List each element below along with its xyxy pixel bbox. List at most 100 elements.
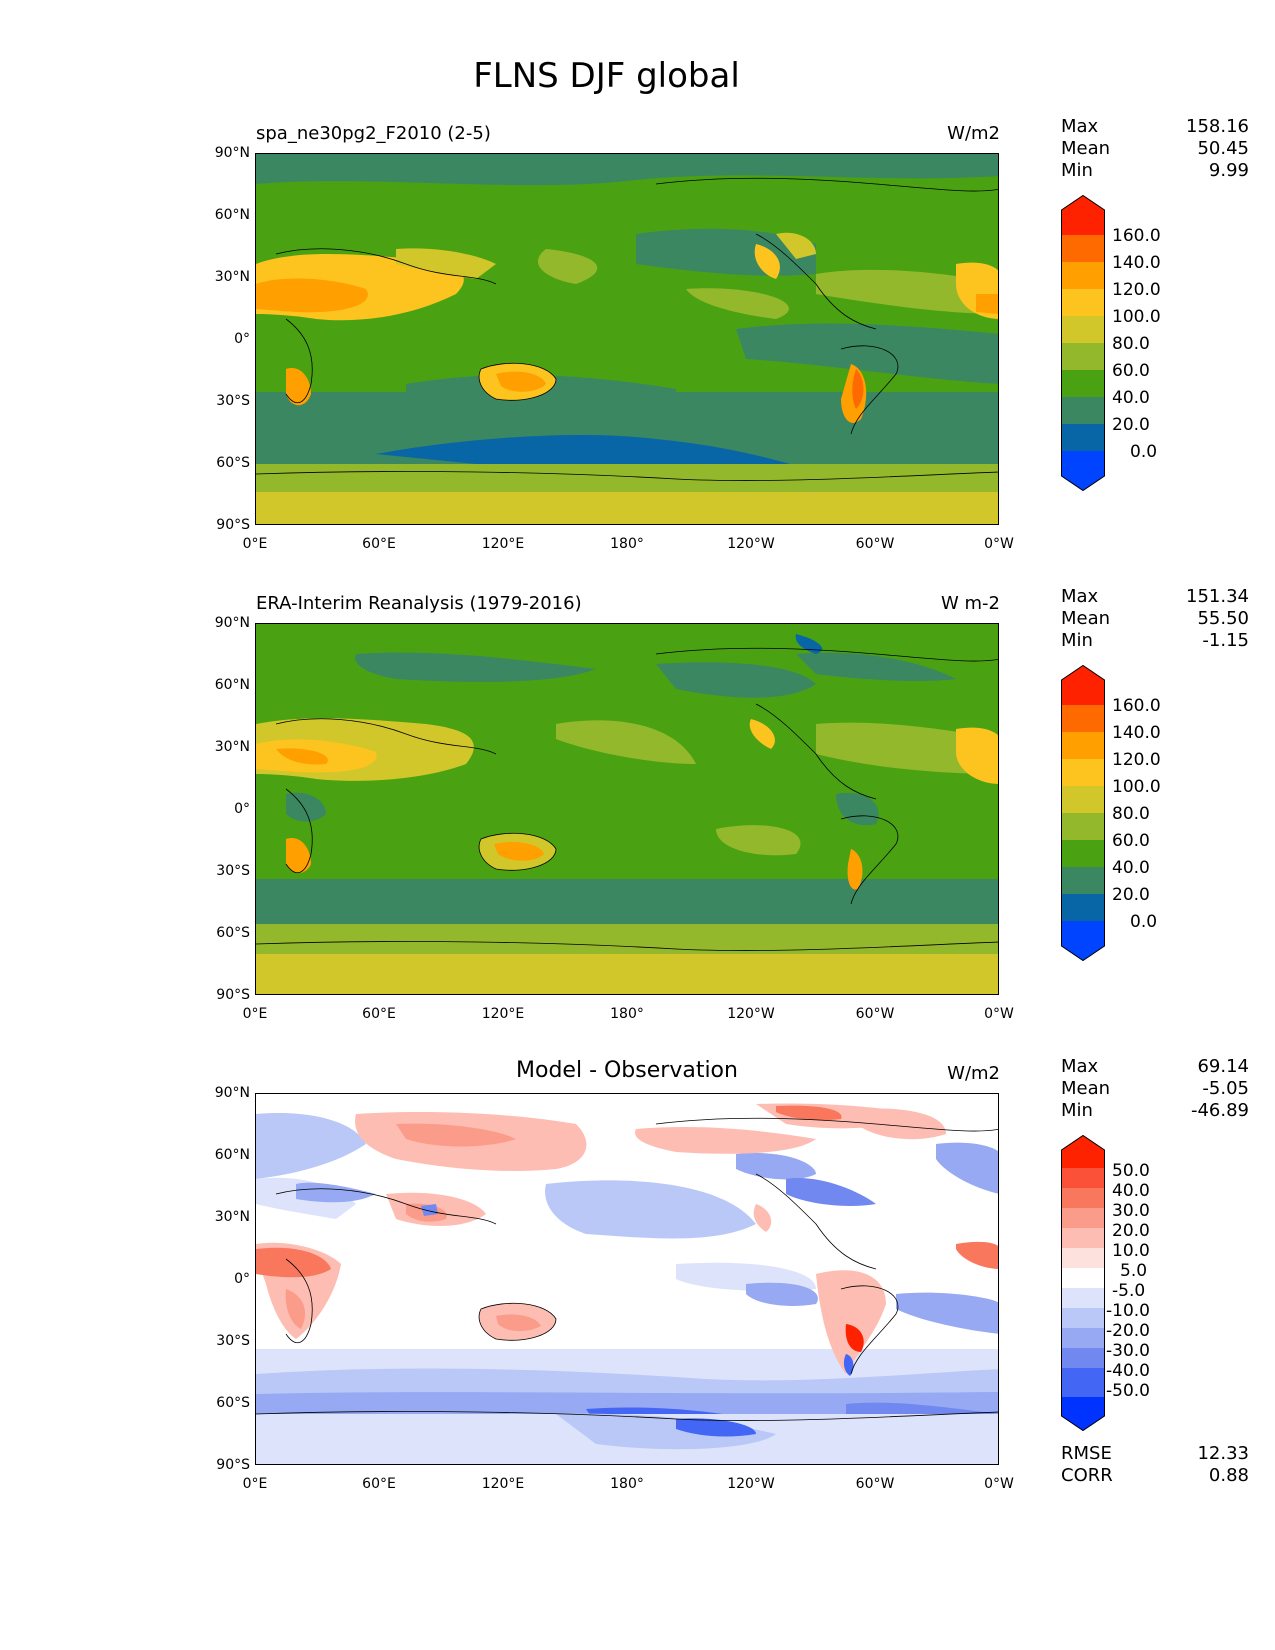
lon-tick: 60°W: [855, 1476, 895, 1492]
panel-2-map: [255, 623, 999, 995]
colorbar-label: 50.0: [1112, 1161, 1150, 1181]
panel-3-map: [255, 1093, 999, 1465]
colorbar-label: 160.0: [1112, 696, 1161, 716]
panel-2-units: W m-2: [940, 593, 1000, 614]
stat-value: 55.50: [1197, 608, 1249, 629]
lat-tick: 90°S: [216, 987, 250, 1003]
panel-3-units: W/m2: [947, 1063, 1000, 1084]
lat-tick: 60°N: [214, 1147, 250, 1163]
colorbar-label: 140.0: [1112, 253, 1161, 273]
colorbar-label: 40.0: [1112, 388, 1150, 408]
panel-2-colorbar: [1061, 664, 1105, 962]
panel-2-title: ERA-Interim Reanalysis (1979-2016): [256, 593, 582, 614]
panel-1-units: W/m2: [947, 123, 1000, 144]
stat-value: 12.33: [1197, 1443, 1249, 1464]
lat-tick: 90°N: [214, 145, 250, 161]
colorbar-label: 40.0: [1112, 1181, 1150, 1201]
lon-tick: 120°E: [481, 1006, 525, 1022]
lon-tick: 120°W: [727, 536, 775, 552]
lon-tick: 60°W: [855, 1006, 895, 1022]
panel-1-title: spa_ne30pg2_F2010 (2-5): [256, 123, 491, 144]
lat-tick: 30°S: [216, 1333, 250, 1349]
lat-tick: 30°S: [216, 393, 250, 409]
lat-tick: 60°S: [216, 455, 250, 471]
panel-3-title: Model - Observation: [516, 1058, 738, 1083]
lat-tick: 0°: [234, 1271, 250, 1287]
colorbar-label: 80.0: [1112, 804, 1150, 824]
lat-tick: 90°N: [214, 615, 250, 631]
panel-1-stats: Max 158.16 Mean 50.45 Min 9.99: [1061, 116, 1249, 182]
lat-tick: 60°N: [214, 677, 250, 693]
stat-label: Max: [1061, 586, 1099, 607]
lon-tick: 0°W: [984, 536, 1014, 552]
lon-tick: 180°: [610, 1476, 644, 1492]
colorbar-label: 80.0: [1112, 334, 1150, 354]
stat-label: RMSE: [1061, 1443, 1112, 1464]
lon-tick: 180°: [610, 1006, 644, 1022]
colorbar-label: 40.0: [1112, 858, 1150, 878]
lat-tick: 0°: [234, 331, 250, 347]
lon-tick: 120°E: [481, 1476, 525, 1492]
panel-1-map: [255, 153, 999, 525]
colorbar-label: 0.0: [1130, 442, 1158, 462]
colorbar-label: -10.0: [1106, 1301, 1150, 1321]
colorbar-label: 30.0: [1112, 1201, 1150, 1221]
lon-tick: 120°W: [727, 1006, 775, 1022]
colorbar-label: 60.0: [1112, 361, 1150, 381]
lon-tick: 120°E: [481, 536, 525, 552]
panel-1-colorbar: [1061, 194, 1105, 492]
colorbar-label: 140.0: [1112, 723, 1161, 743]
lon-tick: 0°E: [242, 1476, 268, 1492]
stat-label: CORR: [1061, 1465, 1113, 1486]
lon-tick: 0°E: [242, 536, 268, 552]
colorbar-label: -5.0: [1112, 1281, 1146, 1301]
stat-value: 0.88: [1208, 1465, 1249, 1486]
stat-value: 50.45: [1197, 138, 1249, 159]
panel-3-extra-stats: RMSE 12.33 CORR 0.88: [1061, 1443, 1249, 1487]
figure-title: FLNS DJF global: [473, 56, 740, 96]
lat-tick: 60°S: [216, 925, 250, 941]
colorbar-label: -20.0: [1106, 1321, 1150, 1341]
colorbar-label: 160.0: [1112, 226, 1161, 246]
lat-tick: 90°S: [216, 517, 250, 533]
colorbar-label: 20.0: [1112, 1221, 1150, 1241]
panel-3-colorbar: [1061, 1134, 1105, 1432]
lon-tick: 60°E: [362, 536, 396, 552]
colorbar-label: 60.0: [1112, 831, 1150, 851]
stat-label: Min: [1061, 1100, 1093, 1121]
stat-label: Max: [1061, 116, 1099, 137]
colorbar-label: 120.0: [1112, 280, 1161, 300]
lon-tick: 60°E: [362, 1006, 396, 1022]
colorbar-label: 5.0: [1120, 1261, 1148, 1281]
stat-label: Mean: [1061, 608, 1111, 629]
lat-tick: 30°N: [214, 1209, 250, 1225]
lon-tick: 0°W: [984, 1476, 1014, 1492]
lat-tick: 30°N: [214, 739, 250, 755]
lat-tick: 30°S: [216, 863, 250, 879]
lon-tick: 120°W: [727, 1476, 775, 1492]
stat-label: Mean: [1061, 1078, 1111, 1099]
stat-value: 151.34: [1186, 586, 1249, 607]
stat-value: -5.05: [1202, 1078, 1249, 1099]
lon-tick: 0°E: [242, 1006, 268, 1022]
colorbar-label: 100.0: [1112, 307, 1161, 327]
colorbar-label: 120.0: [1112, 750, 1161, 770]
panel-3-stats: Max 69.14 Mean -5.05 Min -46.89: [1061, 1056, 1249, 1122]
colorbar-label: -30.0: [1106, 1341, 1150, 1361]
lon-tick: 0°W: [984, 1006, 1014, 1022]
stat-value: 9.99: [1208, 160, 1249, 181]
colorbar-label: 20.0: [1112, 415, 1150, 435]
colorbar-label: 0.0: [1130, 912, 1158, 932]
stat-label: Min: [1061, 160, 1093, 181]
lat-tick: 60°S: [216, 1395, 250, 1411]
colorbar-label: 100.0: [1112, 777, 1161, 797]
lon-tick: 60°W: [855, 536, 895, 552]
stat-label: Max: [1061, 1056, 1099, 1077]
lon-tick: 180°: [610, 536, 644, 552]
lat-tick: 90°N: [214, 1085, 250, 1101]
stat-value: 158.16: [1186, 116, 1249, 137]
lon-tick: 60°E: [362, 1476, 396, 1492]
stat-value: 69.14: [1197, 1056, 1249, 1077]
lat-tick: 30°N: [214, 269, 250, 285]
panel-2-stats: Max 151.34 Mean 55.50 Min -1.15: [1061, 586, 1249, 652]
